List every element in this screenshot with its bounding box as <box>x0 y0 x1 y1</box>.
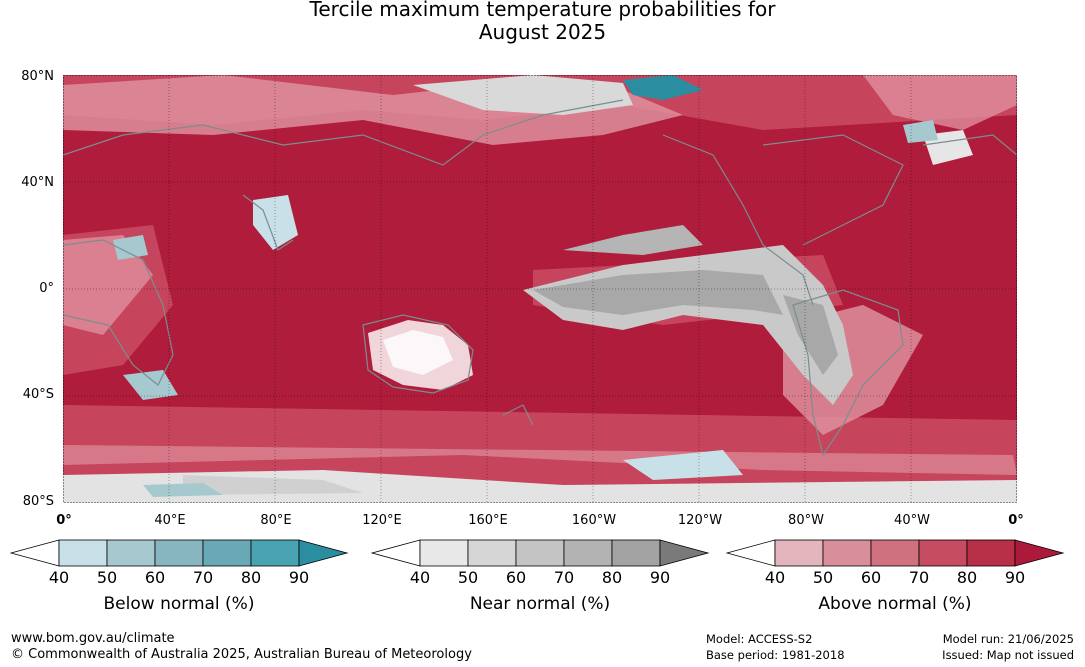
colorbar-tick: 80 <box>240 568 262 587</box>
colorbar-max-arrow <box>659 539 710 567</box>
below-normal-zones <box>113 75 938 497</box>
colorbar-min-arrow <box>726 539 776 567</box>
near-normal-label: Near normal (%) <box>469 594 611 614</box>
coastlines <box>63 99 1017 457</box>
colorbar-segment <box>58 539 108 567</box>
colorbar-max-arrow <box>298 539 349 567</box>
y-tick-label: 80°N <box>21 69 54 84</box>
title-line-2: August 2025 <box>478 20 607 44</box>
colorbar-tick: 80 <box>601 568 623 587</box>
colorbar-min-arrow <box>371 539 421 567</box>
x-tick-label: 0° <box>56 513 72 528</box>
colorbar-segment <box>966 539 1016 567</box>
y-tick-label: 40°N <box>21 175 54 190</box>
colorbar-tick: 60 <box>144 568 166 587</box>
colorbar-segment <box>870 539 920 567</box>
x-tick-label: 80°W <box>788 513 824 528</box>
above-normal-label: Above normal (%) <box>818 594 972 614</box>
y-tick-label: 40°S <box>22 387 54 402</box>
colorbar-tick: 50 <box>457 568 479 587</box>
x-tick-label: 120°W <box>677 513 723 528</box>
issued-status: Issued: Map not issued <box>942 648 1074 662</box>
colorbar-segment <box>467 539 517 567</box>
colorbar-segment <box>250 539 300 567</box>
colorbar-segment <box>822 539 872 567</box>
colorbar-tick: 70 <box>553 568 575 587</box>
colorbar-tick: 90 <box>288 568 310 587</box>
colorbar-segment <box>611 539 661 567</box>
x-tick-label: 120°E <box>362 513 402 528</box>
y-tick-label: 0° <box>39 281 54 296</box>
australia-low-prob <box>383 330 453 375</box>
x-tick-label: 160°E <box>468 513 508 528</box>
map-title: Tercile maximum temperature probabilitie… <box>0 0 1085 44</box>
colorbar-tick: 70 <box>908 568 930 587</box>
x-tick-label: 160°W <box>571 513 617 528</box>
colorbar-tick: 90 <box>1004 568 1026 587</box>
colorbar-segment <box>563 539 613 567</box>
model-run-date: Model run: 21/06/2025 <box>942 632 1074 646</box>
above-normal-colorbar <box>726 539 1065 567</box>
colorbar-max-arrow <box>1014 539 1065 567</box>
colorbar-segment <box>918 539 968 567</box>
x-tick-label: 40°W <box>894 513 930 528</box>
gridlines <box>63 75 1017 503</box>
colorbar-segment <box>515 539 565 567</box>
colorbar-tick: 40 <box>764 568 786 587</box>
x-tick-label: 0° <box>1008 513 1024 528</box>
copyright-notice: © Commonwealth of Australia 2025, Austra… <box>11 647 472 662</box>
colorbar-tick: 90 <box>649 568 671 587</box>
colorbar-tick: 40 <box>409 568 431 587</box>
colorbar-tick: 60 <box>860 568 882 587</box>
x-tick-label: 80°E <box>260 513 292 528</box>
colorbar-segment <box>419 539 469 567</box>
colorbar-min-arrow <box>10 539 60 567</box>
colorbar-tick: 40 <box>48 568 70 587</box>
colorbar-tick: 50 <box>812 568 834 587</box>
colorbar-tick: 50 <box>96 568 118 587</box>
base-period: Base period: 1981-2018 <box>706 648 845 662</box>
probability-map <box>63 75 1017 503</box>
title-line-1: Tercile maximum temperature probabilitie… <box>309 0 776 21</box>
colorbar-tick: 80 <box>956 568 978 587</box>
below-normal-label: Below normal (%) <box>103 594 255 614</box>
x-tick-label: 40°E <box>154 513 186 528</box>
colorbar-tick: 60 <box>505 568 527 587</box>
near-normal-colorbar <box>371 539 710 567</box>
model-name: Model: ACCESS-S2 <box>706 632 813 646</box>
colorbar-segment <box>106 539 156 567</box>
y-tick-label: 80°S <box>22 494 54 509</box>
colorbar-segment <box>154 539 204 567</box>
colorbar-segment <box>774 539 824 567</box>
below-normal-colorbar <box>10 539 349 567</box>
colorbar-tick: 70 <box>192 568 214 587</box>
source-url[interactable]: www.bom.gov.au/climate <box>11 631 175 646</box>
colorbar-segment <box>202 539 252 567</box>
